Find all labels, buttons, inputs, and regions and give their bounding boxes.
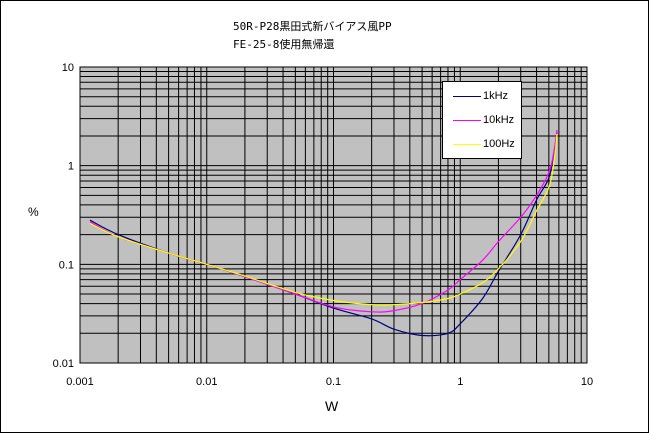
series-line-100hz <box>89 133 558 306</box>
legend-swatch-1khz <box>453 96 481 97</box>
x-tick-label: 0.01 <box>196 376 217 388</box>
x-tick-label: 0.001 <box>66 376 94 388</box>
legend-swatch-100hz <box>453 144 481 145</box>
y-tick-label: 0.01 <box>53 358 74 370</box>
x-tick-label: 10 <box>581 376 593 388</box>
x-axis-label: W <box>325 398 339 414</box>
y-tick-label: 10 <box>62 62 74 74</box>
legend-swatch-10khz <box>453 120 481 121</box>
x-tick-label: 0.1 <box>326 376 341 388</box>
legend-item-100hz: 100Hz <box>443 138 521 152</box>
legend-label-100hz: 100Hz <box>483 138 515 150</box>
y-axis-label: % <box>28 205 39 219</box>
legend-item-1khz: 1kHz <box>443 90 521 104</box>
chart-subtitle: FE-25-8使用無帰還 <box>233 38 335 51</box>
legend-label-1khz: 1kHz <box>483 90 509 102</box>
legend-item-10khz: 10kHz <box>443 114 521 128</box>
legend-label-10khz: 10kHz <box>483 114 515 126</box>
chart-title: 50R-P28黒田式新バイアス風PP <box>233 20 392 33</box>
x-tick-label: 1 <box>457 376 463 388</box>
y-tick-label: 1 <box>68 161 74 173</box>
legend: 1kHz 10kHz 100Hz <box>442 81 522 159</box>
y-tick-label: 0.1 <box>59 259 74 271</box>
